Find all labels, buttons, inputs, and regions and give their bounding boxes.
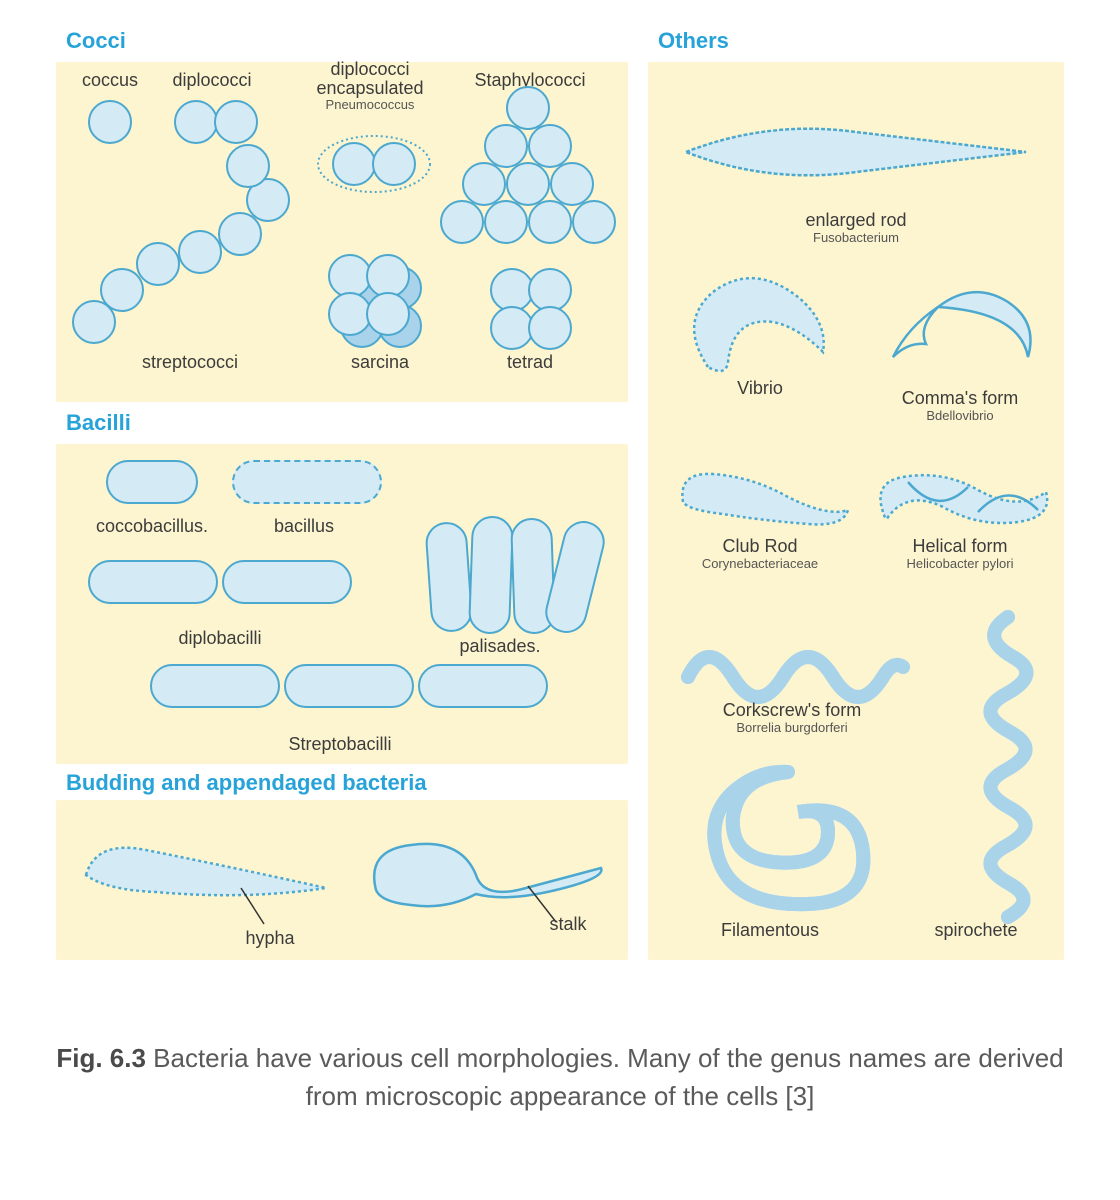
strep-c [226,144,270,188]
staph-c [528,200,572,244]
label-streptobacilli: Streptobacilli [250,734,430,755]
label-corkscrew-text: Corkscrew's form [723,700,861,720]
label-filamentous: Filamentous [680,920,860,941]
label-comma: Comma's form Bdellovibrio [870,388,1050,424]
label-club-rod-text: Club Rod [722,536,797,556]
label-stalk: stalk [478,914,658,935]
pal [424,521,474,634]
shape-encapsulated-1 [332,142,376,186]
section-title-others: Others [658,28,729,54]
label-club-rod: Club Rod Corynebacteriaceae [670,536,850,572]
staph-c [506,162,550,206]
shape-diplococci-2 [214,100,258,144]
label-palisades: palisades. [410,636,590,657]
label-tetrad: tetrad [440,352,620,373]
caption-text: Bacteria have various cell morphologies.… [146,1043,1064,1111]
tetrad-c [528,306,572,350]
sublabel-encapsulated: Pneumococcus [280,98,460,112]
shape-coccobacillus [106,460,198,504]
shape-spirochete [938,612,1058,932]
label-enlarged-rod-text: enlarged rod [805,210,906,230]
sublabel-comma: Bdellovibrio [870,409,1050,424]
strep-c [100,268,144,312]
sublabel-club-rod: Corynebacteriaceae [670,557,850,572]
label-streptococci: streptococci [100,352,280,373]
label-helical: Helical form Helicobacter pylori [870,536,1050,572]
figure-caption: Fig. 6.3 Bacteria have various cell morp… [56,1040,1064,1115]
label-comma-text: Comma's form [902,388,1018,408]
shape-bacillus [232,460,382,504]
shape-helical [868,462,1058,542]
figure-page: Cocci coccus diplococci diplococci encap… [0,0,1120,1200]
panel-cocci: coccus diplococci diplococci encapsulate… [56,62,628,402]
shape-diplobacilli-1 [88,560,218,604]
strep-c [178,230,222,274]
staph-c [484,200,528,244]
staph-c [550,162,594,206]
shape-stalk [356,830,616,920]
shape-filamentous [678,762,898,922]
staph-c [462,162,506,206]
section-title-cocci: Cocci [66,28,126,54]
shape-coccus [88,100,132,144]
label-vibrio: Vibrio [670,378,850,399]
section-title-budding: Budding and appendaged bacteria [66,770,427,796]
shape-enlarged-rod [678,112,1034,192]
panel-others: enlarged rod Fusobacterium Vibrio Comma'… [648,62,1064,960]
sarcina-f [366,292,410,336]
staph-c [440,200,484,244]
shape-hypha [76,830,336,920]
sublabel-corkscrew: Borrelia burgdorferi [702,721,882,736]
shape-streptobacilli-1 [150,664,280,708]
label-hypha: hypha [180,928,360,949]
shape-diplococci-1 [174,100,218,144]
shape-streptobacilli-3 [418,664,548,708]
label-corkscrew: Corkscrew's form Borrelia burgdorferi [702,700,882,736]
shape-comma [878,272,1048,382]
shape-encapsulated-2 [372,142,416,186]
pal [468,515,514,634]
label-helical-text: Helical form [912,536,1007,556]
sublabel-enlarged-rod: Fusobacterium [766,231,946,246]
label-diplococci: diplococci [122,70,302,91]
sublabel-helical: Helicobacter pylori [870,557,1050,572]
strep-c [136,242,180,286]
label-encapsulated-text: diplococci encapsulated [316,59,423,98]
label-diplobacilli: diplobacilli [130,628,310,649]
section-title-bacilli: Bacilli [66,410,131,436]
panel-bacilli: coccobacillus. bacillus diplobacilli pal… [56,444,628,764]
staph-c [484,124,528,168]
caption-prefix: Fig. 6.3 [56,1043,146,1073]
staph-c [528,124,572,168]
label-bacillus: bacillus [214,516,394,537]
shape-corkscrew [678,632,908,702]
shape-diplobacilli-2 [222,560,352,604]
label-spirochete: spirochete [886,920,1066,941]
staph-c [572,200,616,244]
shape-vibrio [678,272,848,382]
label-encapsulated: diplococci encapsulated Pneumococcus [280,60,460,111]
staph-c [506,86,550,130]
shape-club-rod [668,462,858,542]
shape-streptobacilli-2 [284,664,414,708]
label-enlarged-rod: enlarged rod Fusobacterium [766,210,946,246]
panel-budding: hypha stalk [56,800,628,960]
